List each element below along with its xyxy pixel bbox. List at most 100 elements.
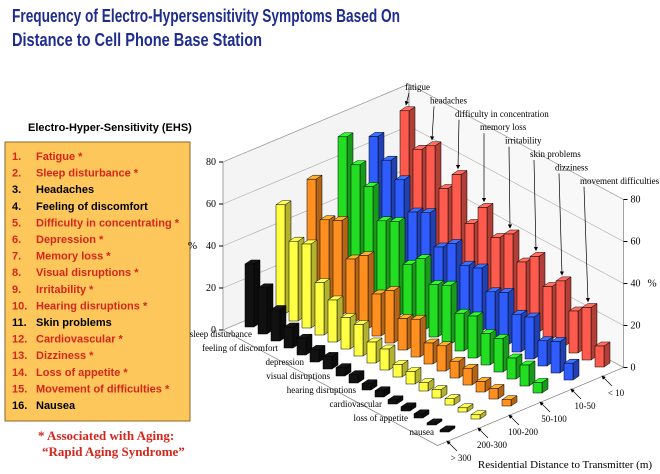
item-number: 14. [12,367,27,379]
category-label: nausea [410,427,435,437]
bar [314,282,325,336]
bar [475,381,486,393]
bar [426,422,437,426]
bar [358,255,369,330]
label-arrow [583,186,590,303]
distance-label: 50-100 [541,414,567,424]
title-line: Distance to Cell Phone Base Station [12,30,262,50]
item-text: Nausea [36,400,76,412]
distance-arrow [570,388,582,400]
item-text: Fatigue * [36,151,83,163]
bar [361,383,372,391]
bar [340,317,351,350]
bar [506,357,517,380]
bar [501,399,512,407]
item-number: 15. [12,383,27,395]
category-label: feeling of discomfort [202,343,278,353]
item-number: 1. [12,151,21,163]
y-tick-label: 80 [631,195,641,206]
category-label: movement difficulties [580,176,660,186]
bar [397,318,408,351]
bar [524,316,535,360]
item-text: Hearing disruptions * [36,300,148,312]
category-label: headaches [430,95,467,105]
category-label: sleep disturbance [190,329,252,339]
item-text: Sleep disturbance * [36,168,139,180]
item-number: 8. [12,267,21,279]
bar [413,413,424,419]
bar [568,310,579,354]
y-tick-label: 0 [631,363,636,374]
bar [371,293,382,337]
bar [301,243,312,329]
category-label: depression [266,357,305,367]
item-number: 12. [12,334,27,346]
bar-side [603,341,611,368]
bar [322,356,333,370]
bar [366,341,377,364]
bar [387,399,398,405]
distance-arrow [601,375,613,387]
bar [493,338,504,373]
label-arrow [404,92,410,106]
bar [431,389,442,399]
item-text: Dizziness * [36,350,94,362]
distance-arrow [539,401,551,413]
item-text: Depression * [36,234,104,246]
category-label: dizziness [555,162,588,172]
bar [441,284,452,345]
label-arrow [558,173,564,276]
category-label: visual disruptions [266,371,330,381]
ehs-heading: Electro-Hyper-Sensitivity (EHS) [28,122,192,134]
y-tick-label: 80 [206,157,216,168]
bar [309,349,320,363]
bar [519,364,530,387]
bar [244,263,255,328]
item-number: 7. [12,251,21,263]
distance-label: 10-50 [575,401,596,411]
category-label: hearing disruptions [287,385,357,395]
category-label: irritability [505,136,542,146]
bar [542,286,553,340]
ehs-box [4,141,191,422]
item-number: 5. [12,217,21,229]
bar [348,374,359,384]
item-text: Movement of difficulties * [36,383,170,395]
category-label: memory loss [480,122,527,132]
distance-arrow [508,414,520,426]
bar [296,337,307,356]
bar [379,348,390,371]
item-number: 11. [12,317,27,329]
grid-line [222,83,410,163]
category-label: cardiovascular [330,399,382,409]
bar [335,367,346,377]
bar [270,309,281,342]
y-axis-label: % [648,278,657,290]
bar [511,313,522,353]
label-arrow [455,119,461,170]
bar [480,333,491,366]
distance-label: 200-300 [477,440,507,450]
bar [428,284,439,338]
item-text: Visual disruptions * [36,267,139,279]
bar [275,204,286,315]
chart: 0 0 20 20 40 40 60 60 80 80%% fatigue sleep disturb… [188,82,660,471]
bar [392,364,403,378]
bar [288,240,299,322]
bar [449,360,460,379]
y-tick-label: 60 [206,199,216,210]
bar [594,345,605,368]
distance-label: > 300 [451,453,472,463]
item-text: Cardiovascular * [36,334,124,346]
bar [374,390,385,398]
y-tick-label: 40 [206,241,216,252]
bar [327,299,338,343]
title-line: Frequency of Electro-Hypersensitivity Sy… [12,6,400,26]
item-number: 2. [12,168,21,180]
y-tick-label: 40 [631,279,641,290]
bar [550,341,561,374]
bar [537,340,548,367]
bar [563,362,574,381]
bar [454,312,465,352]
